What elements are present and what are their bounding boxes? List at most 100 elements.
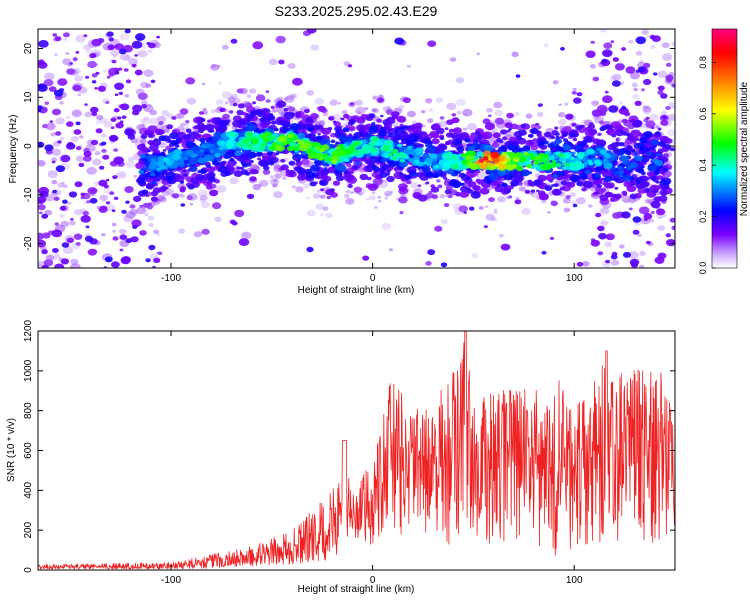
spectrogram-cell: [399, 104, 405, 109]
spectrogram-cell: [206, 184, 213, 190]
spectrogram-cell: [131, 63, 137, 68]
spectrogram-cell: [599, 126, 606, 132]
spectrogram-cell: [38, 84, 48, 92]
spectrogram-cell: [90, 106, 99, 114]
spectrogram-cell: [491, 142, 500, 148]
spectrogram-cell: [207, 119, 212, 123]
spectrogram-cell: [488, 197, 495, 203]
spectrogram-cell: [344, 194, 350, 199]
spectrogram-cell: [186, 163, 191, 167]
spectrogram-cell: [602, 95, 613, 104]
spectrogram-cell: [494, 186, 504, 193]
spectrogram-cell: [643, 78, 652, 86]
spectrogram-cell: [475, 178, 482, 184]
spectrogram-cell: [229, 177, 239, 185]
spectrogram-cell: [295, 111, 302, 116]
spectrogram-cell: [180, 203, 186, 207]
spectrogram-cell: [662, 115, 667, 119]
spectrogram-cell: [345, 189, 351, 194]
spectrogram-cell: [166, 124, 174, 130]
spectrogram-cell: [399, 186, 407, 192]
spectrogram-cell: [619, 244, 625, 249]
spectrogram-cell: [134, 69, 143, 76]
spectrogram-cell: [435, 127, 445, 135]
spectrogram-cell: [343, 157, 350, 163]
spectrogram-cell: [233, 102, 238, 107]
spectrogram-cell: [89, 197, 98, 204]
spectrogram-cell: [352, 136, 357, 140]
spectrogram-cell: [119, 248, 124, 252]
spectrogram-cell: [425, 261, 432, 266]
spectrogram-cell: [365, 166, 371, 171]
spectrogram-cell: [251, 139, 259, 145]
spectrogram-cell: [314, 97, 325, 105]
spectrogram-cell: [610, 254, 618, 260]
spectrogram-cell: [91, 111, 98, 117]
spectrogram-cell: [483, 225, 488, 229]
spectrogram-cell: [605, 259, 611, 264]
spectrogram-cell: [195, 173, 205, 181]
spectrogram-cell: [506, 129, 511, 133]
spectrogram-cell: [659, 189, 668, 196]
spectrogram-cell: [97, 37, 105, 44]
spectrogram-cell: [497, 196, 506, 203]
spectrogram-cell: [603, 162, 613, 170]
spectrogram-cell: [634, 100, 642, 107]
spectrogram-cell: [433, 164, 439, 169]
spectrogram-cell: [280, 164, 289, 171]
spectrogram-cell: [555, 132, 560, 136]
spectrogram-cell: [634, 152, 638, 156]
spectrogram-cell: [599, 111, 607, 117]
spectrogram-cell: [288, 137, 294, 141]
spectrogram-cell: [611, 259, 620, 266]
spectrogram-cell: [481, 131, 493, 140]
spectrogram-cell: [288, 169, 296, 176]
spectrogram-cell: [669, 147, 675, 152]
spectrogram-cell: [397, 152, 406, 158]
spectrogram-cell: [511, 164, 517, 168]
spectrogram-cell: [442, 176, 448, 180]
spectrogram-cell: [197, 128, 204, 134]
spectrogram-cell: [386, 175, 395, 183]
spectrogram-cell: [430, 186, 440, 193]
spectrogram-cell: [378, 94, 384, 99]
spectrogram-cell: [55, 131, 62, 136]
spectrogram-cell: [448, 194, 453, 199]
spectrogram-cell: [521, 207, 531, 215]
spectrogram-cell: [60, 258, 70, 265]
spectrogram-cell: [602, 49, 613, 58]
spectrogram-cell: [658, 195, 668, 202]
spectrogram-cell: [278, 59, 285, 65]
spectrogram-cell: [664, 144, 672, 150]
spectrogram-cell: [113, 108, 120, 113]
spectrogram-cell: [246, 143, 253, 148]
spectrogram-y-ticks: -20 -10 0 10 20: [23, 43, 675, 251]
spectrogram-cell: [632, 229, 640, 235]
spectrogram-cell: [275, 35, 286, 44]
spectrogram-cell: [214, 153, 221, 158]
x-tick-label: -100: [161, 575, 181, 586]
spectrogram-cell: [198, 153, 203, 157]
spectrogram-cell: [313, 125, 320, 130]
spectrogram-cell: [48, 86, 57, 92]
spectrogram-cell: [283, 127, 290, 132]
spectrogram-cell: [536, 125, 542, 130]
spectrogram-cell: [109, 191, 115, 196]
spectrogram-cell: [411, 137, 419, 143]
spectrogram-cell: [305, 117, 313, 123]
spectrogram-cell: [582, 162, 588, 166]
spectrogram-cell: [217, 124, 228, 133]
spectrogram-cell: [367, 183, 378, 191]
spectrogram-cell: [355, 161, 361, 166]
spectrogram-cell: [316, 189, 322, 193]
spectrogram-cell: [350, 191, 354, 195]
spectrogram-cell: [559, 186, 565, 191]
spectrogram-cell: [290, 93, 297, 99]
spectrogram-cell: [445, 185, 453, 191]
spectrogram-cell: [347, 183, 353, 189]
spectrogram-cell: [193, 231, 203, 238]
spectrogram-cell: [65, 142, 76, 150]
spectrogram-cell: [406, 180, 412, 185]
spectrogram-cell: [198, 111, 204, 115]
